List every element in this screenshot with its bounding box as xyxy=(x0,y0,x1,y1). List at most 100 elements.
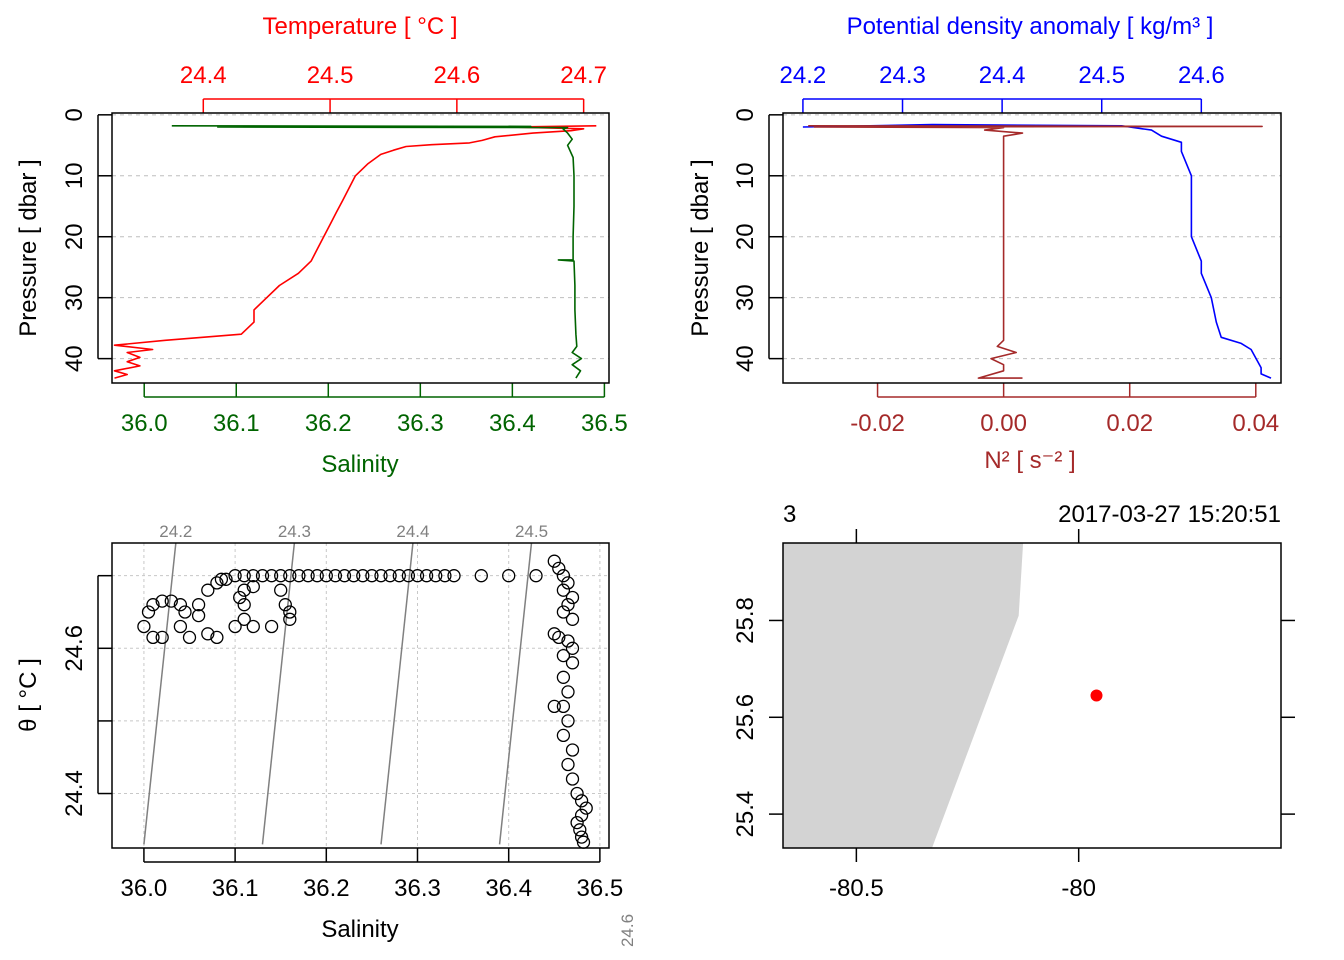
data-point xyxy=(264,569,279,583)
y-ticks: 24.4 24.6 xyxy=(61,574,112,817)
data-point xyxy=(255,569,270,583)
data-point xyxy=(146,598,160,612)
series-line-salinity xyxy=(171,125,583,379)
data-point xyxy=(561,634,575,648)
data-point xyxy=(552,630,566,645)
grid xyxy=(783,114,1281,360)
bottom-tick-label: 36.2 xyxy=(305,410,352,437)
isopycnals: 24.2 24.3 24.4 24.5 24.6 xyxy=(143,522,650,947)
data-point xyxy=(214,572,229,586)
salinity-axis-title: Salinity xyxy=(321,451,398,478)
plot-frame xyxy=(782,112,1282,384)
data-point xyxy=(201,583,215,597)
data-point xyxy=(392,569,406,583)
data-point xyxy=(237,598,251,612)
data-point xyxy=(561,685,575,699)
data-point xyxy=(219,572,233,586)
density-ticks: 24.2 24.3 24.4 24.5 24.6 xyxy=(780,62,1225,113)
data-point xyxy=(137,619,151,634)
data-point xyxy=(565,743,580,757)
isopycnal-line xyxy=(618,543,650,844)
data-point xyxy=(565,656,580,670)
series-group xyxy=(802,123,1272,379)
isopycnal-line xyxy=(498,543,533,845)
data-point xyxy=(570,786,584,801)
data-point xyxy=(301,569,315,583)
y-tick-label: 24.4 xyxy=(61,770,88,817)
data-point xyxy=(565,612,580,626)
data-point xyxy=(556,648,571,663)
isopycnal-line xyxy=(380,543,414,845)
series-line-potential-density-anomaly xyxy=(802,123,1272,379)
temperature-axis-title: Temperature [ °C ] xyxy=(263,13,458,40)
data-point xyxy=(173,598,188,612)
data-point xyxy=(155,630,169,645)
data-point xyxy=(570,815,584,830)
series-line-temperature xyxy=(113,125,597,379)
station-time-label: 2017-03-27 15:20:51 xyxy=(1058,501,1281,528)
data-point xyxy=(579,801,593,815)
isopycnal-label: 24.5 xyxy=(515,522,548,541)
grid xyxy=(112,543,609,848)
data-point xyxy=(178,605,192,619)
data-point xyxy=(447,569,461,583)
data-point xyxy=(228,569,242,583)
data-point xyxy=(210,630,224,645)
grid xyxy=(112,114,609,360)
data-point xyxy=(246,619,260,634)
data-point xyxy=(278,598,292,612)
data-point xyxy=(310,569,324,583)
data-point xyxy=(141,605,156,619)
pressure-tick-label: 40 xyxy=(732,345,759,372)
top-tick-label: 24.7 xyxy=(560,62,607,89)
n2-ticks: -0.02 0.00 0.02 0.04 xyxy=(850,383,1279,437)
bottom-tick-label: 0.04 xyxy=(1232,410,1279,437)
x-tick-label: 36.4 xyxy=(485,875,532,902)
data-point xyxy=(228,619,242,634)
top-tick-label: 24.4 xyxy=(180,62,227,89)
data-point xyxy=(292,569,306,583)
points xyxy=(137,554,593,849)
isopycnal-label: 24.4 xyxy=(396,522,429,541)
pressure-tick-label: 10 xyxy=(732,162,759,189)
data-point xyxy=(191,608,206,623)
land-polygon xyxy=(783,543,1024,848)
data-point xyxy=(283,605,297,619)
data-point xyxy=(429,569,443,583)
x-tick-label: 36.2 xyxy=(303,875,350,902)
data-point xyxy=(365,569,379,583)
x-tick-label: 36.0 xyxy=(121,875,168,902)
pressure-tick-label: 20 xyxy=(61,223,88,250)
data-point xyxy=(556,605,571,619)
data-point xyxy=(401,569,416,583)
data-point xyxy=(264,619,279,634)
data-point xyxy=(155,594,169,608)
data-point xyxy=(438,569,452,583)
top-tick-label: 24.4 xyxy=(979,62,1026,89)
data-point xyxy=(574,794,589,808)
top-tick-label: 24.6 xyxy=(1178,62,1225,89)
bottom-tick-label: 0.02 xyxy=(1106,410,1153,437)
data-point xyxy=(283,569,297,583)
panel-profile-ts: Temperature [ °C ] Salinity Pressure [ d… xyxy=(15,13,628,478)
data-point xyxy=(246,569,260,583)
longitude-ticks: -80.5 -80 xyxy=(829,529,1096,902)
data-point xyxy=(274,583,288,597)
data-point xyxy=(529,569,543,583)
isopycnal-label: 24.6 xyxy=(618,914,637,947)
pressure-tick-label: 30 xyxy=(61,284,88,311)
latitude-tick-label: 25.4 xyxy=(732,791,759,838)
x-axis-title: Salinity xyxy=(321,916,398,943)
data-point xyxy=(164,594,178,608)
data-point xyxy=(561,714,575,728)
station-label: 3 xyxy=(783,501,796,528)
pressure-tick-label: 10 xyxy=(61,162,88,189)
bottom-tick-label: 36.5 xyxy=(581,410,628,437)
pressure-ticks: 0 10 20 30 40 xyxy=(732,108,783,372)
data-point xyxy=(565,641,580,655)
data-point xyxy=(210,576,224,590)
data-point xyxy=(237,583,251,597)
data-point xyxy=(574,808,589,822)
panel-ts-diagram: Salinity θ [ °C ] 24.2 24.3 24.4 24.5 24.6 3… xyxy=(15,522,650,947)
